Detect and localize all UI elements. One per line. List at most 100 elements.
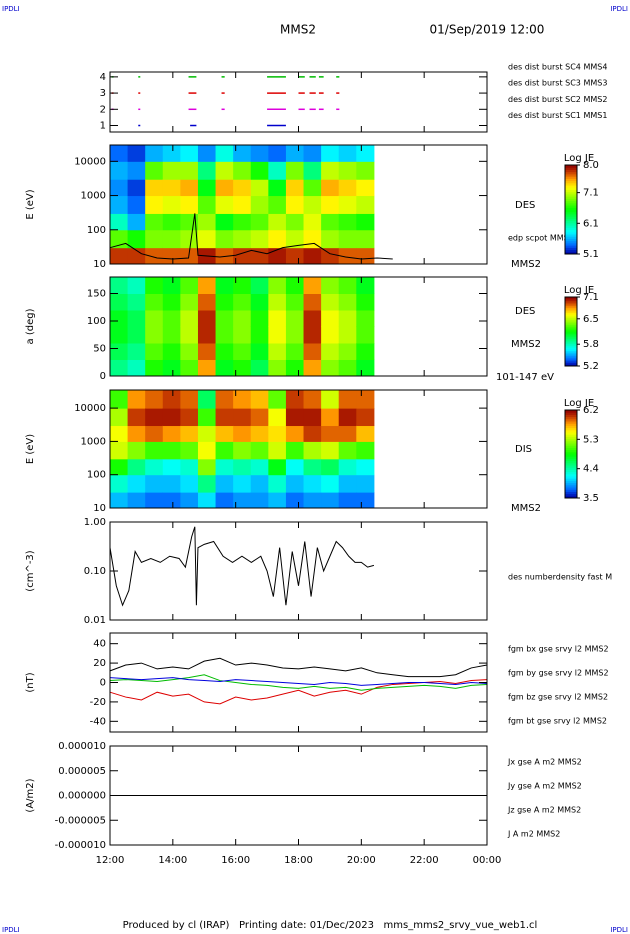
spectrogram-cell bbox=[303, 458, 322, 476]
spectrogram-cell bbox=[180, 458, 199, 476]
colorbar-step bbox=[565, 423, 577, 426]
colorbar-step bbox=[565, 200, 577, 204]
spectrogram-cell bbox=[233, 492, 252, 508]
colorbar-step bbox=[565, 341, 577, 345]
spectrogram-cell bbox=[127, 213, 146, 231]
y-tick-label: 10000 bbox=[74, 403, 106, 414]
spectrogram-cell bbox=[285, 145, 305, 162]
y-axis-label: (cm^-3) bbox=[25, 550, 36, 591]
spectrogram-cell bbox=[250, 293, 269, 311]
spectrogram-cell bbox=[110, 213, 129, 231]
spectrogram-cell bbox=[127, 277, 146, 294]
spectrogram-cell bbox=[180, 277, 199, 294]
spectrogram-cell bbox=[180, 195, 199, 214]
legend-label: fgm bt gse srvy l2 MMS2 bbox=[508, 717, 607, 726]
spectrogram-cell bbox=[338, 458, 357, 476]
spectrogram-cell bbox=[180, 359, 199, 376]
colorbar-step bbox=[565, 193, 577, 197]
colorbar-tick-label: 5.3 bbox=[583, 434, 599, 445]
colorbar-step bbox=[565, 338, 577, 341]
spectrogram-cell bbox=[250, 161, 269, 180]
overlay-label: edp scpot MMS2 bbox=[508, 234, 574, 243]
colorbar-step bbox=[565, 462, 577, 466]
spectrogram-cell bbox=[321, 293, 340, 311]
spectrogram-cell bbox=[162, 359, 181, 376]
colorbar-step bbox=[565, 364, 577, 367]
colorbar-step bbox=[565, 321, 577, 324]
colorbar-step bbox=[565, 303, 577, 307]
spectrogram-cell bbox=[285, 425, 305, 442]
spectrogram-cell bbox=[303, 343, 322, 360]
colorbar-step bbox=[565, 225, 577, 228]
colorbar-step bbox=[565, 310, 577, 314]
colorbar-step bbox=[565, 478, 577, 481]
spectrogram-cell bbox=[127, 161, 146, 180]
spectrogram-cell bbox=[180, 247, 199, 264]
spectrogram-cell bbox=[356, 326, 375, 344]
spectrogram-cell bbox=[233, 213, 252, 231]
spectrogram-cell bbox=[356, 441, 375, 460]
colorbar-step bbox=[565, 467, 577, 470]
spectrogram-cell bbox=[110, 293, 129, 311]
colorbar-step bbox=[565, 207, 577, 210]
spectrogram-cell bbox=[110, 359, 129, 376]
spectrogram-cell bbox=[162, 195, 181, 214]
spectrogram-cell bbox=[338, 195, 357, 214]
series-line bbox=[109, 526, 375, 607]
spectrogram-cell bbox=[338, 343, 357, 360]
spectrogram-cell bbox=[233, 277, 252, 294]
colorbar-step bbox=[565, 451, 577, 455]
spectrogram-cell bbox=[197, 492, 217, 508]
spectrogram-cell bbox=[197, 441, 217, 460]
spectrogram-cell bbox=[162, 425, 181, 442]
colorbar-step bbox=[565, 302, 577, 305]
legend-label: des numberdensity fast M bbox=[508, 573, 612, 582]
colorbar-step bbox=[565, 227, 577, 231]
spectrogram-cell bbox=[215, 425, 234, 442]
spectrogram-cell bbox=[356, 425, 375, 442]
colorbar-step bbox=[565, 245, 577, 248]
annotation: 101-147 eV bbox=[496, 372, 554, 383]
spectrogram-cell bbox=[285, 492, 305, 508]
spectrogram-cell bbox=[338, 213, 357, 231]
spectrogram-cell bbox=[197, 229, 217, 249]
spectrogram-cell bbox=[215, 277, 234, 294]
x-tick-label: 20:00 bbox=[347, 855, 376, 866]
colorbar-step bbox=[565, 347, 577, 350]
legend-label: Jz gse A m2 MMS2 bbox=[507, 806, 581, 815]
colorbar-step bbox=[565, 314, 577, 317]
corner-label: IPDLI bbox=[2, 926, 20, 934]
spectrogram-cell bbox=[303, 359, 322, 376]
colorbar-step bbox=[565, 213, 577, 217]
spectrogram-cell bbox=[303, 310, 322, 327]
spectrogram-cell bbox=[285, 213, 305, 231]
colorbar-step bbox=[565, 447, 577, 451]
spectrogram-cell bbox=[268, 441, 287, 460]
spectrogram-cell bbox=[215, 492, 234, 508]
spectrogram-cell bbox=[162, 441, 181, 460]
colorbar-step bbox=[565, 233, 577, 237]
spectrogram-cell bbox=[215, 310, 234, 327]
colorbar-step bbox=[565, 432, 577, 435]
spectrogram-cell bbox=[303, 247, 322, 264]
colorbar-step bbox=[565, 336, 577, 339]
spectrogram-cell bbox=[250, 179, 269, 197]
spectrogram-cell bbox=[145, 213, 164, 231]
spectrogram-cell bbox=[356, 213, 375, 231]
date-title: 01/Sep/2019 12:00 bbox=[430, 23, 545, 37]
x-tick-label: 18:00 bbox=[284, 855, 313, 866]
annotation: MMS2 bbox=[511, 259, 541, 270]
spectrogram-cell bbox=[197, 161, 217, 180]
spectrogram-cell bbox=[321, 213, 340, 231]
spacecraft-title: MMS2 bbox=[280, 23, 316, 37]
spectrogram-cell bbox=[110, 343, 129, 360]
spectrogram-cell bbox=[215, 179, 234, 197]
spectrogram-cell bbox=[268, 161, 287, 180]
colorbar-step bbox=[565, 480, 577, 484]
spectrogram-cell bbox=[127, 229, 146, 249]
spectrogram-cell bbox=[250, 390, 269, 409]
colorbar-step bbox=[565, 362, 577, 365]
colorbar-step bbox=[565, 236, 577, 239]
y-tick-label: 40 bbox=[93, 639, 106, 650]
spectrogram-cell bbox=[338, 408, 357, 427]
